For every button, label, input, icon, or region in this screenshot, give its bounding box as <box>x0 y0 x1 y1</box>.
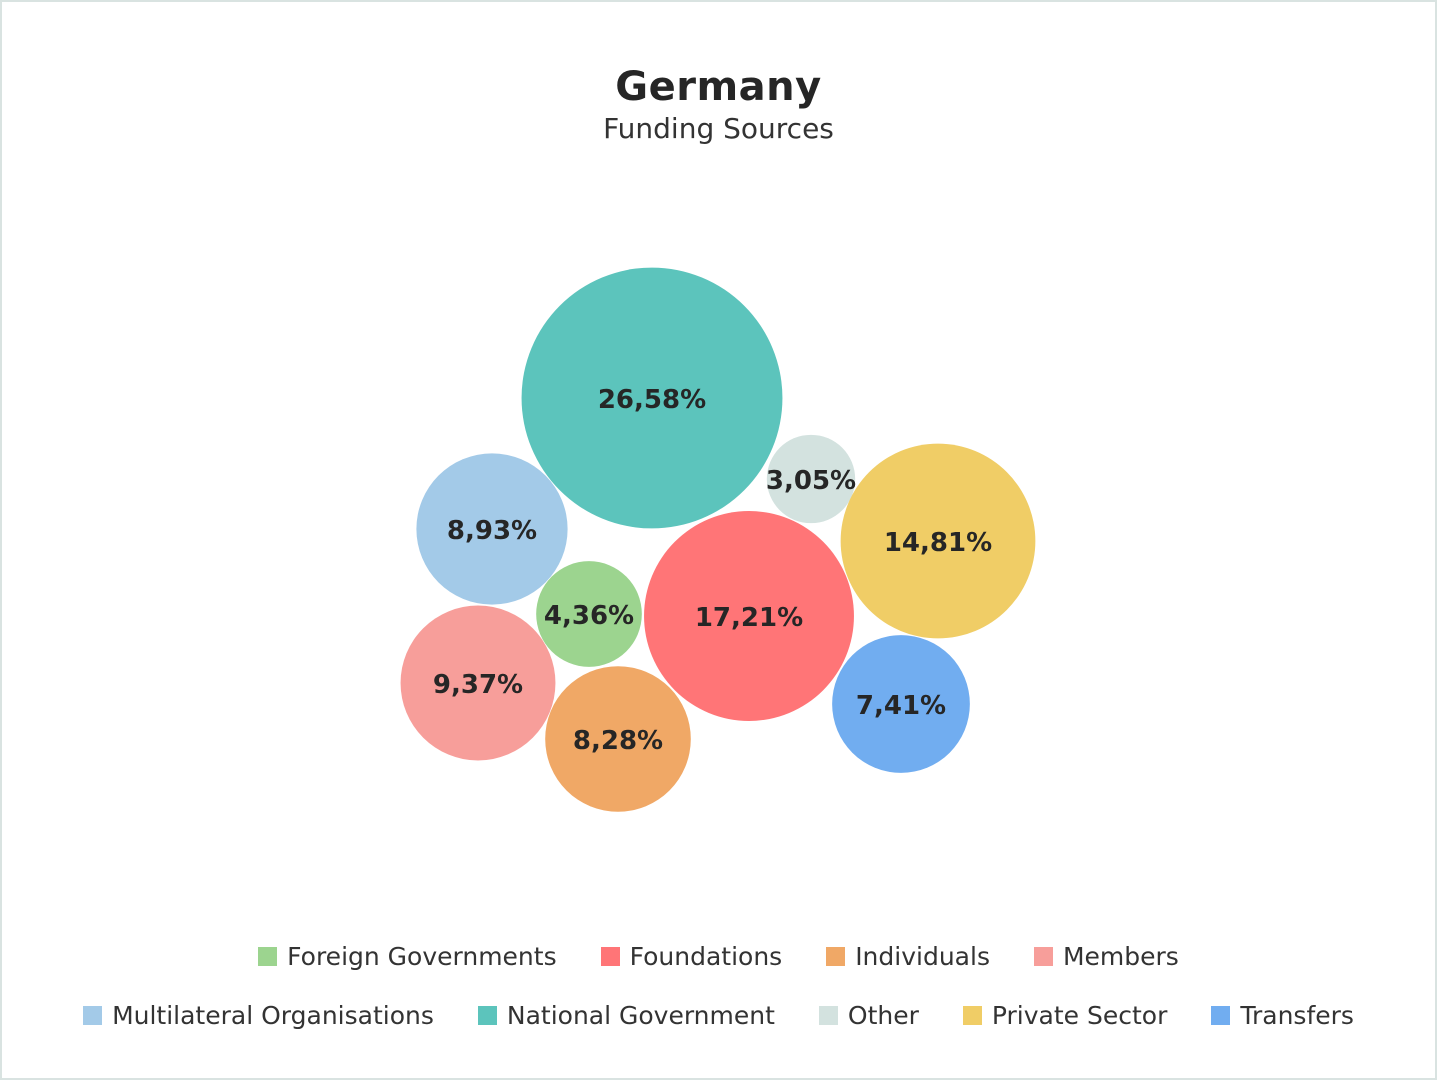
legend-label-transfers: Transfers <box>1240 1001 1354 1030</box>
legend-label-other: Other <box>847 1001 919 1030</box>
legend-label-private-sector: Private Sector <box>991 1001 1168 1030</box>
legend-label-members: Members <box>1062 942 1179 971</box>
bubble-label-individuals: 8,28% <box>573 726 663 756</box>
legend-row-1: Foreign Governments Foundations Individual… <box>0 942 1437 971</box>
legend-label-national-government: National Government <box>506 1001 775 1030</box>
legend-item-multilateral-organisations[interactable]: Multilateral Organisations <box>83 1001 434 1030</box>
legend-label-multilateral-organisations: Multilateral Organisations <box>112 1001 434 1030</box>
legend-label-individuals: Individuals <box>855 942 990 971</box>
legend-item-national-government[interactable]: National Government <box>477 1001 775 1030</box>
legend-item-individuals[interactable]: Individuals <box>826 942 990 971</box>
chart-subtitle: Funding Sources <box>603 112 834 145</box>
legend-item-foreign-governments[interactable]: Foreign Governments <box>258 942 557 971</box>
bubble-transfers[interactable] <box>832 635 970 773</box>
bubble-members[interactable] <box>400 605 556 761</box>
legend-swatch-transfers <box>1211 1006 1231 1025</box>
legend-swatch-individuals <box>826 947 846 966</box>
bubble-label-foreign-governments: 4,36% <box>544 601 634 631</box>
chart-title: Germany <box>615 64 822 110</box>
bubble-national-government[interactable] <box>521 267 783 529</box>
legend-swatch-foundations <box>600 947 620 966</box>
bubble-other[interactable] <box>766 434 856 524</box>
legend-label-foreign-governments: Foreign Governments <box>287 942 557 971</box>
bubble-individuals[interactable] <box>545 666 691 812</box>
legend-item-members[interactable]: Members <box>1033 942 1179 971</box>
legend-label-foundations: Foundations <box>629 942 783 971</box>
bubble-label-members: 9,37% <box>433 670 523 700</box>
bubble-label-foundations: 17,21% <box>695 603 803 633</box>
legend-swatch-members <box>1033 947 1053 966</box>
bubble-foreign-governments[interactable] <box>536 561 642 667</box>
bubble-foundations[interactable] <box>644 511 854 721</box>
legend-swatch-multilateral-organisations <box>83 1006 103 1025</box>
legend-item-foundations[interactable]: Foundations <box>600 942 783 971</box>
bubble-label-private-sector: 14,81% <box>884 528 992 558</box>
bubble-label-national-government: 26,58% <box>598 385 706 415</box>
legend-item-private-sector[interactable]: Private Sector <box>962 1001 1168 1030</box>
legend-swatch-national-government <box>477 1006 497 1025</box>
bubble-private-sector[interactable] <box>840 443 1036 639</box>
bubble-label-multilateral-organisations: 8,93% <box>447 516 537 546</box>
bubble-multilateral-organisations[interactable] <box>416 453 568 605</box>
legend-row-2: Multilateral Organisations National Gover… <box>0 1001 1437 1030</box>
legend-swatch-other <box>818 1006 838 1025</box>
legend-item-other[interactable]: Other <box>818 1001 919 1030</box>
legend-swatch-foreign-governments <box>258 947 278 966</box>
bubble-label-transfers: 7,41% <box>856 691 946 721</box>
bubble-label-other: 3,05% <box>766 466 856 496</box>
legend-swatch-private-sector <box>962 1006 982 1025</box>
legend-item-transfers[interactable]: Transfers <box>1211 1001 1354 1030</box>
